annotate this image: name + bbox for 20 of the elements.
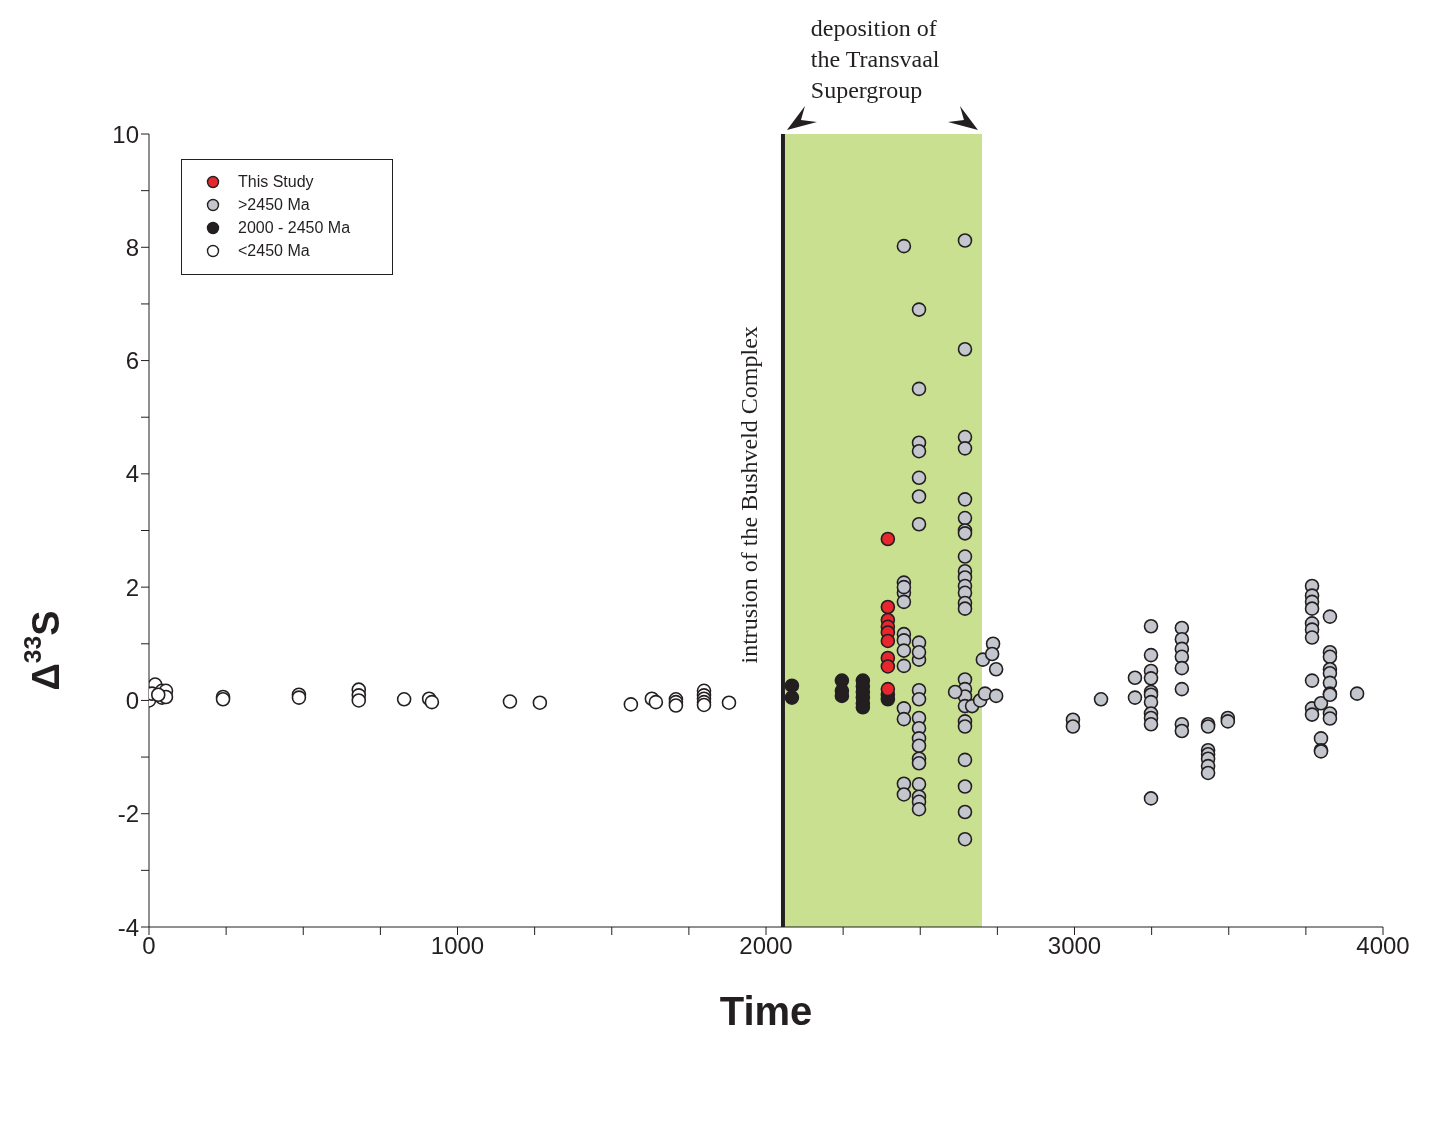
- x-tick-label: 4000: [1356, 932, 1410, 960]
- x-tick-label: 1000: [430, 932, 485, 960]
- y-tick-label: 4: [125, 460, 139, 488]
- band-label: deposition of the Transvaal Supergroup: [810, 15, 940, 103]
- x-axis-title: Time: [719, 989, 813, 1033]
- y-tick-label: -2: [117, 800, 139, 828]
- ref-line-label: intrusion of the Bushveld Complex: [735, 326, 762, 664]
- x-tick-label: 0: [142, 932, 156, 960]
- y-tick-label: 2: [125, 573, 139, 601]
- y-tick-label: 0: [125, 686, 139, 714]
- y-tick-label: 6: [125, 347, 139, 375]
- y-tick-label: 10: [112, 120, 139, 148]
- x-tick-label: 3000: [1047, 932, 1102, 960]
- legend-label: 2000 - 2450 Ma: [238, 218, 351, 237]
- y-tick-label: -4: [117, 913, 139, 941]
- legend-label: This Study: [238, 172, 314, 191]
- legend-label: <2450 Ma: [238, 241, 310, 260]
- x-tick-label: 2000: [739, 932, 793, 960]
- y-tick-label: 8: [125, 233, 139, 261]
- legend-label: >2450 Ma: [238, 195, 310, 214]
